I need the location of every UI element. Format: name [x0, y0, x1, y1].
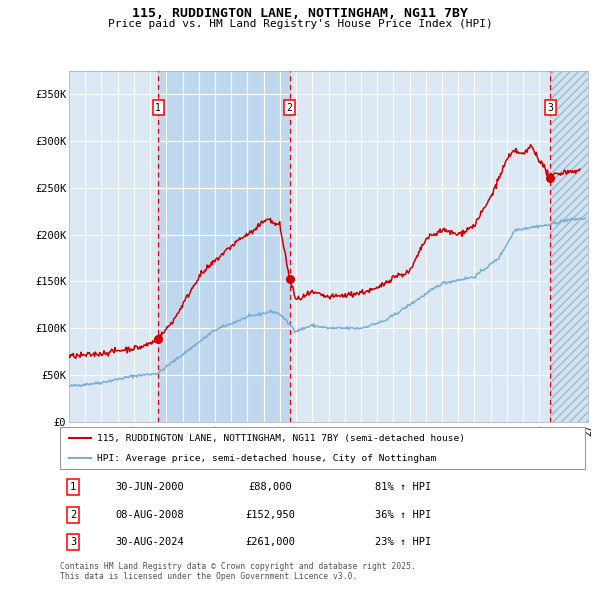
Text: 36% ↑ HPI: 36% ↑ HPI — [375, 510, 431, 520]
Bar — [550, 71, 588, 422]
Text: Contains HM Land Registry data © Crown copyright and database right 2025.
This d: Contains HM Land Registry data © Crown c… — [60, 562, 416, 581]
Text: £152,950: £152,950 — [245, 510, 295, 520]
Text: 2: 2 — [287, 103, 293, 113]
Text: 3: 3 — [70, 537, 76, 547]
Text: HPI: Average price, semi-detached house, City of Nottingham: HPI: Average price, semi-detached house,… — [97, 454, 436, 463]
Text: £261,000: £261,000 — [245, 537, 295, 547]
FancyBboxPatch shape — [60, 427, 585, 469]
Text: 23% ↑ HPI: 23% ↑ HPI — [375, 537, 431, 547]
Text: 2: 2 — [70, 510, 76, 520]
Text: 81% ↑ HPI: 81% ↑ HPI — [375, 483, 431, 493]
Text: 3: 3 — [547, 103, 553, 113]
Text: 1: 1 — [70, 483, 76, 493]
Text: 115, RUDDINGTON LANE, NOTTINGHAM, NG11 7BY: 115, RUDDINGTON LANE, NOTTINGHAM, NG11 7… — [132, 7, 468, 20]
Text: 115, RUDDINGTON LANE, NOTTINGHAM, NG11 7BY (semi-detached house): 115, RUDDINGTON LANE, NOTTINGHAM, NG11 7… — [97, 434, 465, 442]
Bar — [158, 71, 290, 422]
Text: 30-AUG-2024: 30-AUG-2024 — [115, 537, 184, 547]
Text: 08-AUG-2008: 08-AUG-2008 — [115, 510, 184, 520]
Text: 30-JUN-2000: 30-JUN-2000 — [115, 483, 184, 493]
Text: Price paid vs. HM Land Registry's House Price Index (HPI): Price paid vs. HM Land Registry's House … — [107, 19, 493, 29]
Text: £88,000: £88,000 — [248, 483, 292, 493]
Text: 1: 1 — [155, 103, 161, 113]
